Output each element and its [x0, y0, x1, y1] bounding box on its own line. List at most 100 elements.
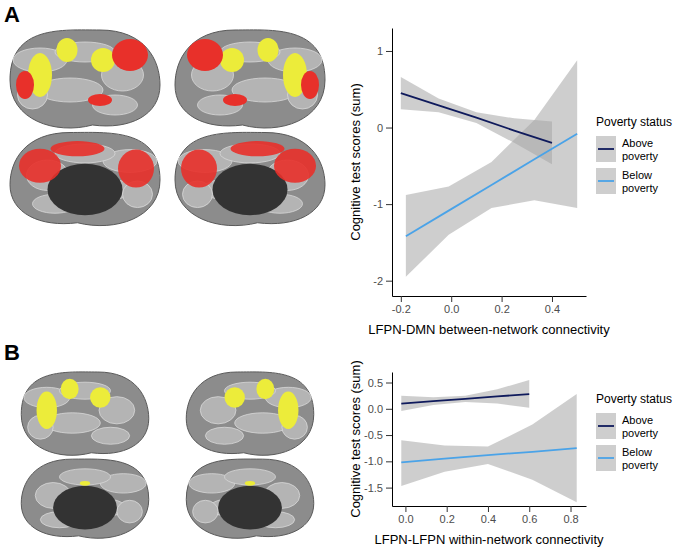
brain-region-yellow	[57, 38, 78, 62]
x-tick: 0.2	[494, 296, 509, 315]
x-tick-label: 0.0	[444, 303, 459, 315]
axis-line	[392, 373, 393, 507]
brain-region	[60, 469, 111, 485]
brain-render	[10, 132, 160, 225]
y-axis-title: Cognitive test scores (sum)	[348, 360, 363, 518]
brain-render	[21, 372, 149, 455]
brain-region-red	[181, 150, 217, 188]
brain-outline	[175, 132, 325, 225]
brain-region-red	[51, 141, 105, 156]
x-tick-mark	[552, 296, 553, 302]
legend-key	[596, 413, 616, 439]
confidence-band	[401, 394, 576, 502]
confidence-band	[401, 380, 529, 411]
fit-line	[401, 448, 576, 462]
brain-region	[117, 500, 143, 523]
x-tick-mark	[401, 296, 402, 302]
y-tick: 0	[377, 122, 392, 134]
y-tick-label: -2	[373, 275, 383, 287]
x-tick-mark	[488, 506, 489, 512]
axis-line	[392, 29, 393, 297]
brain-region-red	[187, 39, 223, 71]
x-axis: 0.00.20.40.60.8	[393, 506, 587, 525]
y-tick: -0.5	[364, 429, 392, 441]
legend-item: Abovepoverty	[596, 413, 659, 439]
figure: A-0.20.00.20.4-2-101LFPN-DMN between-net…	[0, 0, 700, 555]
brain-outline	[175, 30, 325, 128]
x-tick-mark	[447, 506, 448, 512]
brain-outline	[10, 30, 160, 128]
brain-outline	[10, 132, 160, 225]
brain-region-yellow	[245, 481, 255, 486]
brain-region-red	[301, 71, 319, 99]
legend-key	[596, 168, 616, 194]
brain-region-yellow	[61, 379, 79, 399]
y-axis-title: Cognitive test scores (sum)	[348, 83, 363, 241]
x-axis: -0.2 0.0 0.2 0.4	[392, 296, 587, 315]
brain-region	[225, 469, 276, 485]
brain-region-yellow	[91, 48, 115, 72]
y-tick-label: 0.0	[368, 403, 383, 415]
brain-region-yellow	[80, 481, 90, 486]
x-tick-label: -0.2	[392, 303, 411, 315]
panel-label: A	[4, 2, 20, 27]
legend-item: Belowpoverty	[596, 445, 659, 471]
x-tick: 0.4	[545, 296, 560, 315]
fit-line	[406, 134, 577, 237]
y-tick-label: -1.0	[364, 455, 383, 467]
y-tick-label: 0	[377, 122, 383, 134]
y-tick: -2	[373, 275, 392, 287]
x-tick: 0.4	[481, 506, 496, 525]
legend-key-line	[598, 425, 614, 427]
brain-render	[10, 30, 160, 128]
x-axis-title: LFPN-LFPN within-network connectivity	[374, 532, 604, 547]
legend-key	[596, 445, 616, 471]
panel: B0.00.20.40.60.8-1.5-1.0-0.50.00.5LFPN-L…	[4, 340, 672, 547]
brain-region-yellow	[37, 392, 57, 429]
x-tick-label: 0.2	[440, 513, 455, 525]
x-tick: 0.2	[440, 506, 455, 525]
y-tick-label: -1.5	[364, 482, 383, 494]
y-tick-label: -0.5	[364, 429, 383, 441]
brain-render	[21, 459, 149, 538]
brain-outline	[21, 372, 149, 455]
y-tick-mark	[386, 461, 392, 462]
y-tick-mark	[386, 204, 392, 205]
y-tick: 1	[377, 45, 392, 57]
y-tick-mark	[386, 128, 392, 129]
y-tick: 0.0	[368, 403, 392, 415]
fit-line	[401, 394, 529, 403]
brain-region	[193, 500, 219, 523]
legend-label: Belowpoverty	[622, 446, 659, 471]
x-tick-label: 0.4	[545, 303, 560, 315]
x-tick-label: 0.2	[494, 303, 509, 315]
brain-medial-wall	[53, 486, 117, 530]
brain-region-red	[16, 71, 34, 99]
legend-key-line	[598, 180, 614, 182]
legend-key-line	[598, 148, 614, 150]
brain-region-red	[88, 94, 112, 106]
brain-region	[91, 427, 129, 444]
x-tick: 0.6	[522, 506, 537, 525]
brain-medial-wall	[218, 486, 282, 530]
brain-outline	[21, 459, 149, 538]
brain-region-yellow	[220, 48, 244, 72]
y-tick-label: -1	[373, 198, 383, 210]
x-tick: -0.2	[392, 296, 411, 315]
legend-title: Poverty status	[596, 115, 672, 129]
x-tick-label: 0.6	[522, 513, 537, 525]
y-tick: -1.5	[364, 482, 392, 494]
legend-title: Poverty status	[596, 392, 672, 406]
brain-region-red	[223, 94, 247, 106]
brain-region-yellow	[256, 379, 274, 399]
brain-region-yellow	[225, 387, 245, 407]
x-tick-mark	[405, 506, 406, 512]
legend-key-line	[598, 457, 614, 459]
brain-render	[175, 132, 325, 225]
y-tick-mark	[386, 383, 392, 384]
brain-region-yellow	[258, 38, 279, 62]
x-tick: 0.0	[444, 296, 459, 315]
legend-label: Abovepoverty	[622, 137, 659, 162]
brain-region-red	[274, 149, 316, 183]
brain-region-red	[112, 39, 148, 71]
